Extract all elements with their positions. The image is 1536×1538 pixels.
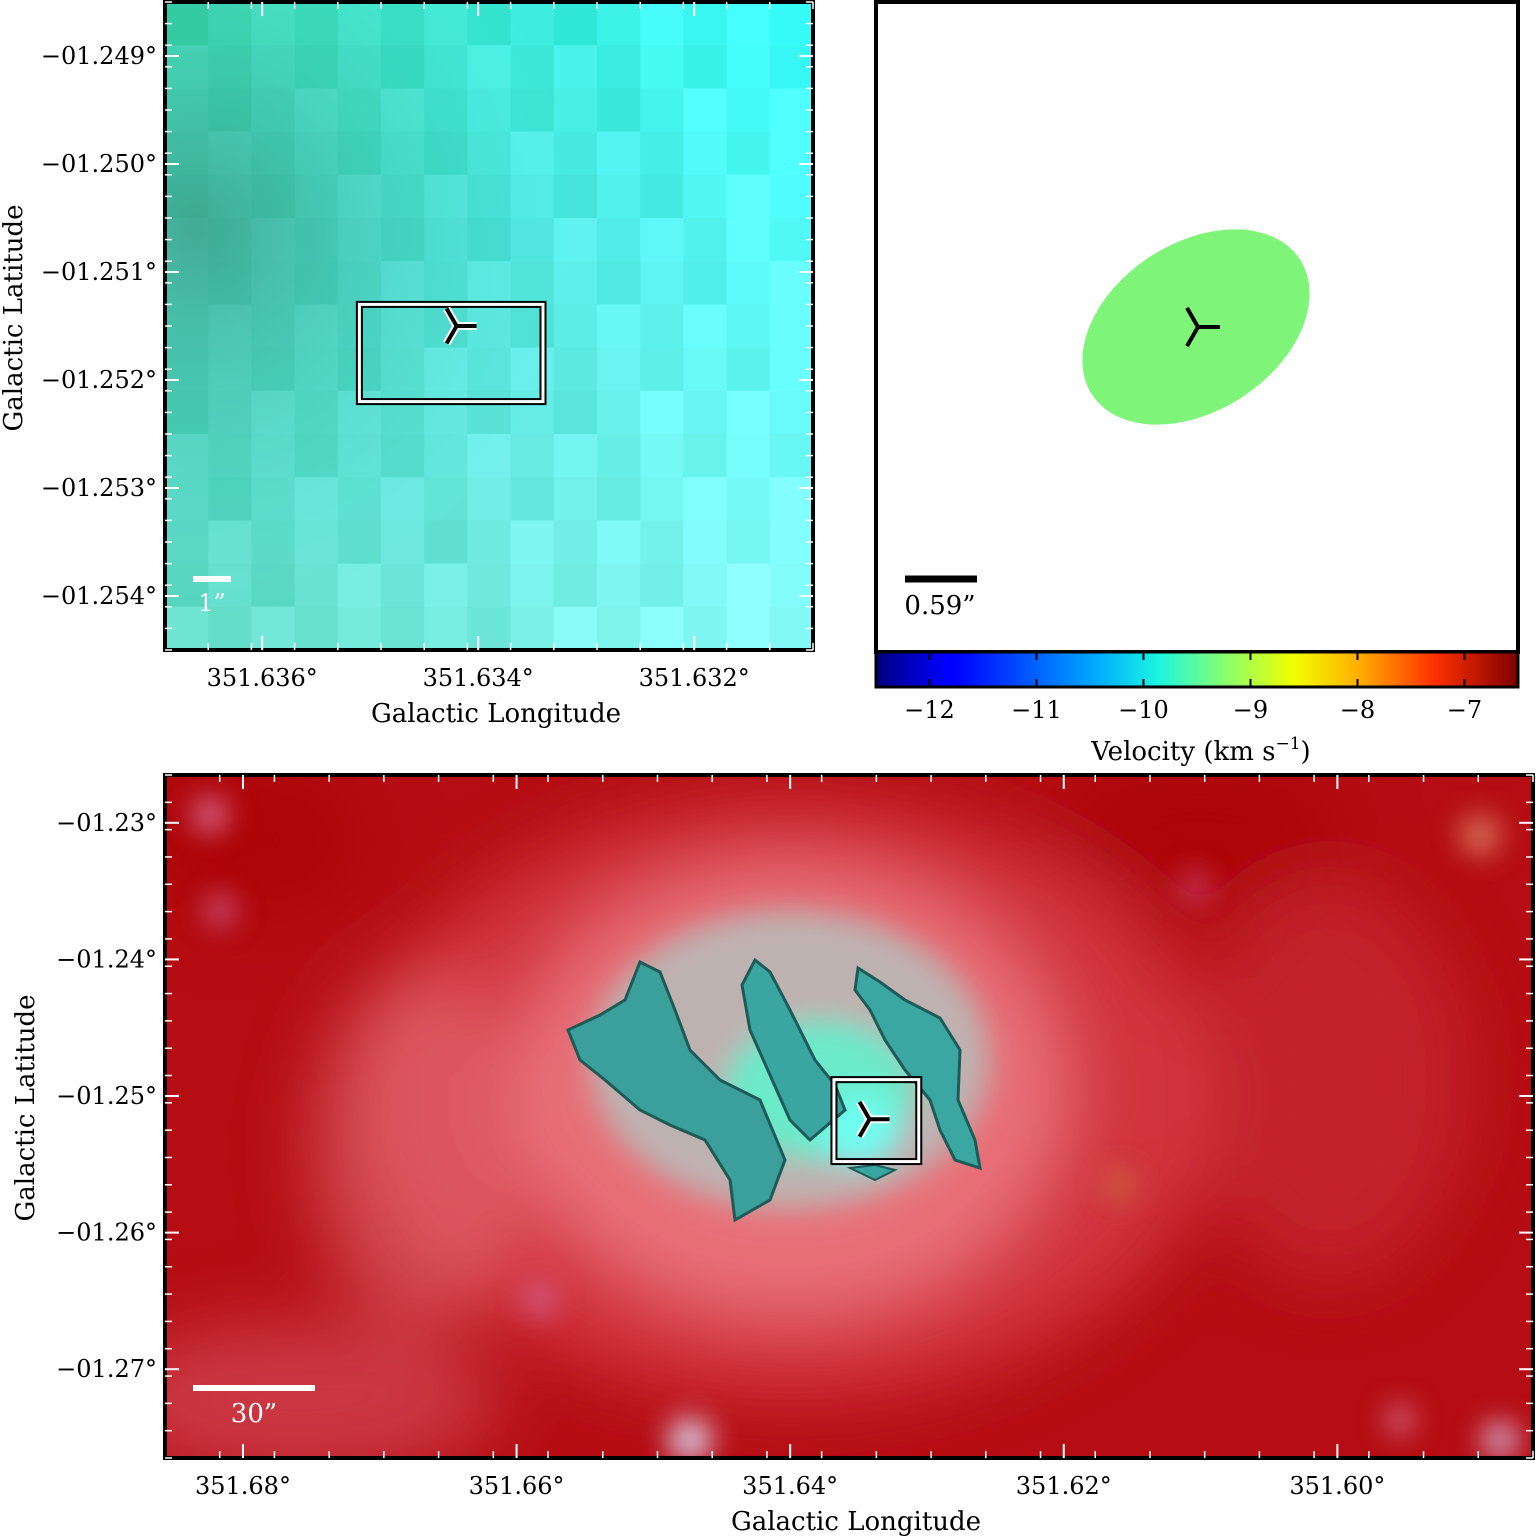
colorbar-tick-label: −9 <box>1233 696 1268 724</box>
marker-arm <box>857 1100 872 1121</box>
tl-image <box>165 2 813 650</box>
marker-arm <box>444 325 459 345</box>
colorbar-tick-label: −12 <box>904 696 955 724</box>
colorbar-ticks <box>928 652 1466 687</box>
marker-arm <box>1185 326 1200 348</box>
tl-y-tick-labels: −01.249° −01.250° −01.251° −01.252° −01.253°… <box>41 42 157 610</box>
bottom-source-marker <box>856 1099 890 1139</box>
x-tick-label: 351.636° <box>207 664 318 692</box>
tl-ticks <box>165 1 814 651</box>
bottom-ticks <box>165 774 1534 1459</box>
y-tick-label: −01.254° <box>41 582 157 610</box>
tl-xlabel: Galactic Longitude <box>371 699 621 729</box>
marker-arm <box>1185 306 1200 328</box>
colorbar-tick-label: −10 <box>1118 696 1169 724</box>
y-tick-label: −01.26° <box>56 1219 157 1247</box>
marker-arm <box>857 1118 872 1138</box>
bottom-scale-label: 30” <box>231 1399 277 1429</box>
panel-bottom: 351.68° 351.66° 351.64° 351.62° 351.60° −01.… <box>11 773 1535 1537</box>
y-tick-label: −01.251° <box>41 258 157 286</box>
x-tick-label: 351.68° <box>195 1472 291 1500</box>
x-tick-label: 351.60° <box>1289 1472 1385 1500</box>
tl-scale-label: 1” <box>198 589 226 617</box>
bottom-ylabel: Galactic Latitude <box>11 995 41 1222</box>
marker-arm <box>444 307 459 327</box>
y-tick-label: −01.25° <box>56 1082 157 1110</box>
y-tick-label: −01.23° <box>56 809 157 837</box>
y-tick-label: −01.252° <box>41 366 157 394</box>
colorbar-tick-label: −7 <box>1447 696 1482 724</box>
x-tick-label: 351.62° <box>1016 1472 1112 1500</box>
bottom-x-tick-labels: 351.68° 351.66° 351.64° 351.62° 351.60° <box>195 1472 1385 1500</box>
tl-source-marker <box>443 306 477 346</box>
colorbar-tick-label: −11 <box>1011 696 1062 724</box>
colorbar-tick-label: −8 <box>1340 696 1375 724</box>
nebula-fingers <box>566 957 982 1223</box>
y-tick-label: −01.250° <box>41 150 157 178</box>
y-tick-label: −01.249° <box>41 42 157 70</box>
bottom-zoom-box-inner <box>832 1078 921 1164</box>
x-tick-label: 351.64° <box>742 1472 838 1500</box>
panel-top-left: 351.636° 351.634° 351.632° −01.249° −01.250… <box>0 0 815 729</box>
bottom-image <box>165 775 1533 1458</box>
x-tick-label: 351.66° <box>469 1472 565 1500</box>
y-tick-label: −01.27° <box>56 1355 157 1383</box>
y-tick-label: −01.253° <box>41 474 157 502</box>
bottom-y-tick-labels: −01.23° −01.24° −01.25° −01.26° −01.27° <box>56 809 157 1383</box>
x-tick-label: 351.632° <box>639 664 750 692</box>
colorbar-label: Velocity (km s−1) <box>1090 734 1310 767</box>
panel-top-right: 0.59” −12 −11 −10 −9 −8 −7 Velocity (km s−1) <box>874 0 1520 767</box>
bottom-xlabel: Galactic Longitude <box>731 1507 981 1537</box>
tl-x-tick-labels: 351.636° 351.634° 351.632° <box>207 664 750 692</box>
tr-source-marker <box>1183 305 1220 349</box>
colorbar <box>874 650 1520 689</box>
colorbar-tick-labels: −12 −11 −10 −9 −8 −7 <box>904 696 1482 724</box>
bottom-frame <box>163 773 1535 1460</box>
x-tick-label: 351.634° <box>423 664 534 692</box>
tr-scale-label: 0.59” <box>904 591 975 621</box>
tl-ylabel: Galactic Latitude <box>0 205 29 432</box>
tl-zoom-box-inner <box>357 302 545 404</box>
y-tick-label: −01.24° <box>56 945 157 973</box>
